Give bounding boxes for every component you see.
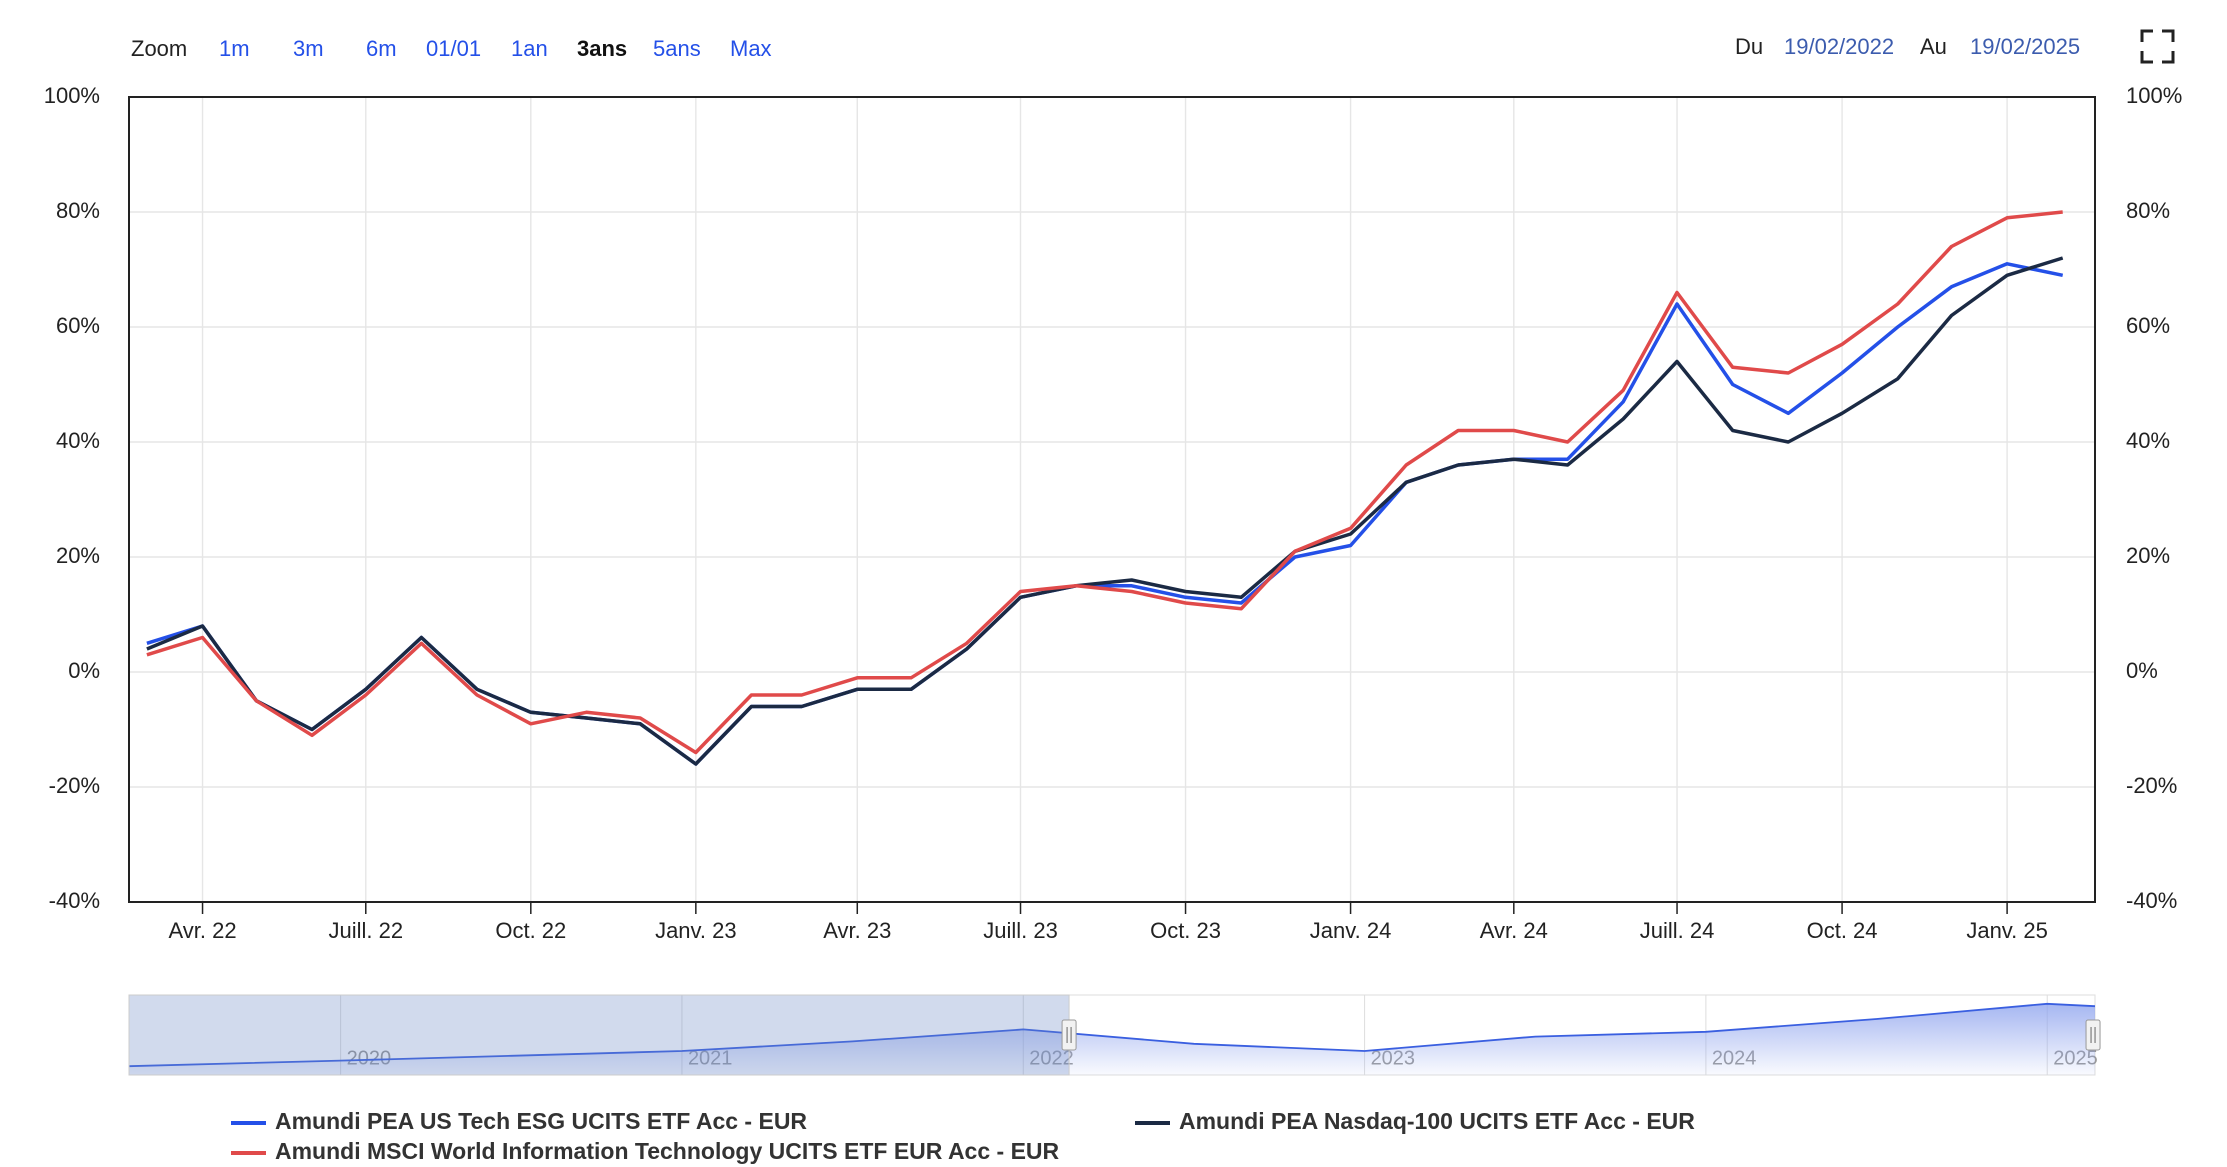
zoom-button[interactable]: 1an bbox=[511, 36, 548, 61]
navigator-mask bbox=[128, 994, 1070, 1076]
y-tick-label: 60% bbox=[56, 313, 100, 338]
handle-grip bbox=[2090, 1027, 2096, 1043]
zoom-button[interactable]: 3ans bbox=[577, 36, 627, 61]
plot-frame bbox=[128, 96, 2096, 903]
y-tick-label: -40% bbox=[49, 888, 100, 913]
zoom-label: Zoom bbox=[131, 36, 187, 61]
handle bbox=[2085, 1019, 2101, 1051]
zoom-button[interactable]: 1m bbox=[219, 36, 250, 61]
handle-grip bbox=[1066, 1027, 1072, 1043]
y-tick-label: -20% bbox=[49, 773, 100, 798]
x-tick-label: Avr. 22 bbox=[168, 918, 236, 943]
to-date[interactable]: 19/02/2025 bbox=[1970, 34, 2080, 59]
x-tick-label: Janv. 25 bbox=[1966, 918, 2048, 943]
legend-label: Amundi PEA US Tech ESG UCITS ETF Acc - E… bbox=[275, 1108, 807, 1134]
from-label: Du bbox=[1735, 34, 1763, 59]
to-label: Au bbox=[1920, 34, 1947, 59]
legend-label: Amundi PEA Nasdaq-100 UCITS ETF Acc - EU… bbox=[1179, 1108, 1695, 1134]
navigator-line bbox=[128, 1002, 2096, 1068]
y2-tick-label: -20% bbox=[2126, 773, 2177, 798]
zoom-button[interactable]: Max bbox=[730, 36, 772, 61]
y-tick-label: 100% bbox=[44, 83, 100, 108]
series-line bbox=[146, 256, 2064, 766]
x-tick-label: Janv. 23 bbox=[655, 918, 737, 943]
x-tick-label: Oct. 23 bbox=[1150, 918, 1221, 943]
y2-tick-label: 20% bbox=[2126, 543, 2170, 568]
navigator-area bbox=[129, 1003, 2095, 1075]
x-tick-label: Juill. 22 bbox=[328, 918, 403, 943]
x-tick-label: Avr. 23 bbox=[823, 918, 891, 943]
y2-tick-label: 40% bbox=[2126, 428, 2170, 453]
y-tick-label: 0% bbox=[68, 658, 100, 683]
handle bbox=[1061, 1019, 1077, 1051]
y2-tick-label: 0% bbox=[2126, 658, 2158, 683]
zoom-button[interactable]: 01/01 bbox=[426, 36, 481, 61]
x-tick-label: Oct. 22 bbox=[495, 918, 566, 943]
navigator-handle[interactable] bbox=[1061, 1019, 1077, 1051]
x-tick-label: Oct. 24 bbox=[1807, 918, 1878, 943]
series-line bbox=[146, 210, 2063, 755]
legend-label: Amundi MSCI World Information Technology… bbox=[275, 1138, 1060, 1164]
y2-tick-label: -40% bbox=[2126, 888, 2177, 913]
x-tick-label: Avr. 24 bbox=[1480, 918, 1548, 943]
x-tick-label: Janv. 24 bbox=[1310, 918, 1392, 943]
y-tick-label: 80% bbox=[56, 198, 100, 223]
navigator-handle[interactable] bbox=[2085, 1019, 2101, 1051]
zoom-button[interactable]: 3m bbox=[293, 36, 324, 61]
y2-tick-label: 80% bbox=[2126, 198, 2170, 223]
y2-tick-label: 60% bbox=[2126, 313, 2170, 338]
x-tick-label: Juill. 24 bbox=[1640, 918, 1715, 943]
x-tick-label: Juill. 23 bbox=[983, 918, 1058, 943]
from-date[interactable]: 19/02/2022 bbox=[1784, 34, 1894, 59]
y-tick-label: 20% bbox=[56, 543, 100, 568]
y2-tick-label: 100% bbox=[2126, 83, 2182, 108]
y-tick-label: 40% bbox=[56, 428, 100, 453]
zoom-button[interactable]: 6m bbox=[366, 36, 397, 61]
fullscreen-icon[interactable] bbox=[2140, 29, 2175, 64]
zoom-button[interactable]: 5ans bbox=[653, 36, 701, 61]
